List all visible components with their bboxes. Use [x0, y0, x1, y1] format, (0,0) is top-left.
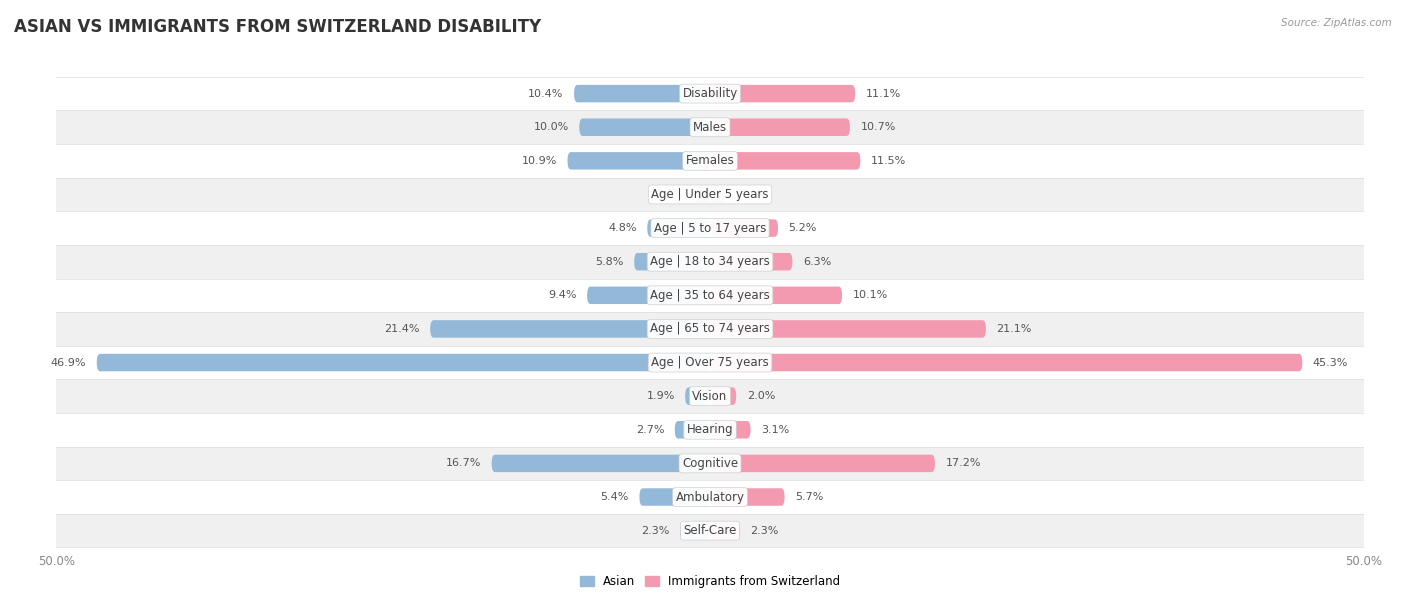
FancyBboxPatch shape [56, 514, 1364, 548]
Text: Age | 35 to 64 years: Age | 35 to 64 years [650, 289, 770, 302]
Text: Self-Care: Self-Care [683, 524, 737, 537]
Text: 1.1%: 1.1% [657, 190, 685, 200]
Text: 9.4%: 9.4% [548, 290, 576, 300]
Text: 10.1%: 10.1% [852, 290, 887, 300]
Text: 17.2%: 17.2% [945, 458, 981, 468]
FancyBboxPatch shape [97, 354, 710, 371]
FancyBboxPatch shape [640, 488, 710, 506]
Text: 2.7%: 2.7% [636, 425, 664, 435]
Text: Age | 5 to 17 years: Age | 5 to 17 years [654, 222, 766, 234]
Text: 2.3%: 2.3% [641, 526, 669, 536]
FancyBboxPatch shape [681, 522, 710, 539]
FancyBboxPatch shape [56, 76, 1364, 110]
Text: 2.0%: 2.0% [747, 391, 775, 401]
FancyBboxPatch shape [634, 253, 710, 271]
Text: 11.1%: 11.1% [866, 89, 901, 99]
FancyBboxPatch shape [710, 219, 778, 237]
FancyBboxPatch shape [647, 219, 710, 237]
Text: 1.1%: 1.1% [735, 190, 763, 200]
FancyBboxPatch shape [710, 354, 1302, 371]
FancyBboxPatch shape [56, 379, 1364, 413]
Text: Age | 65 to 74 years: Age | 65 to 74 years [650, 323, 770, 335]
Text: Disability: Disability [682, 87, 738, 100]
FancyBboxPatch shape [710, 488, 785, 506]
Text: 1.9%: 1.9% [647, 391, 675, 401]
Text: Age | Under 5 years: Age | Under 5 years [651, 188, 769, 201]
FancyBboxPatch shape [579, 119, 710, 136]
Text: Age | Over 75 years: Age | Over 75 years [651, 356, 769, 369]
FancyBboxPatch shape [56, 245, 1364, 278]
Text: Age | 18 to 34 years: Age | 18 to 34 years [650, 255, 770, 268]
FancyBboxPatch shape [588, 286, 710, 304]
Text: 3.1%: 3.1% [761, 425, 789, 435]
Text: 16.7%: 16.7% [446, 458, 481, 468]
FancyBboxPatch shape [574, 85, 710, 102]
FancyBboxPatch shape [710, 152, 860, 170]
FancyBboxPatch shape [675, 421, 710, 439]
FancyBboxPatch shape [710, 185, 724, 203]
Text: 11.5%: 11.5% [870, 156, 905, 166]
FancyBboxPatch shape [56, 144, 1364, 177]
FancyBboxPatch shape [56, 312, 1364, 346]
Text: Vision: Vision [692, 390, 728, 403]
FancyBboxPatch shape [430, 320, 710, 338]
Text: 5.7%: 5.7% [794, 492, 824, 502]
Text: ASIAN VS IMMIGRANTS FROM SWITZERLAND DISABILITY: ASIAN VS IMMIGRANTS FROM SWITZERLAND DIS… [14, 18, 541, 36]
Text: Males: Males [693, 121, 727, 134]
FancyBboxPatch shape [56, 278, 1364, 312]
Text: 2.3%: 2.3% [751, 526, 779, 536]
FancyBboxPatch shape [56, 110, 1364, 144]
FancyBboxPatch shape [710, 320, 986, 338]
FancyBboxPatch shape [56, 346, 1364, 379]
FancyBboxPatch shape [710, 421, 751, 439]
Text: Cognitive: Cognitive [682, 457, 738, 470]
Text: 5.8%: 5.8% [595, 256, 624, 267]
Text: 21.1%: 21.1% [997, 324, 1032, 334]
Text: 10.0%: 10.0% [533, 122, 569, 132]
Text: 10.7%: 10.7% [860, 122, 896, 132]
Text: 46.9%: 46.9% [51, 357, 86, 368]
FancyBboxPatch shape [710, 387, 737, 405]
FancyBboxPatch shape [710, 522, 740, 539]
Legend: Asian, Immigrants from Switzerland: Asian, Immigrants from Switzerland [575, 570, 845, 592]
FancyBboxPatch shape [710, 119, 851, 136]
FancyBboxPatch shape [568, 152, 710, 170]
FancyBboxPatch shape [56, 413, 1364, 447]
Text: Source: ZipAtlas.com: Source: ZipAtlas.com [1281, 18, 1392, 28]
Text: 10.9%: 10.9% [522, 156, 557, 166]
Text: 45.3%: 45.3% [1313, 357, 1348, 368]
FancyBboxPatch shape [696, 185, 710, 203]
Text: Hearing: Hearing [686, 424, 734, 436]
Text: 10.4%: 10.4% [529, 89, 564, 99]
Text: 21.4%: 21.4% [384, 324, 420, 334]
FancyBboxPatch shape [710, 455, 935, 472]
FancyBboxPatch shape [492, 455, 710, 472]
Text: 4.8%: 4.8% [609, 223, 637, 233]
FancyBboxPatch shape [710, 85, 855, 102]
FancyBboxPatch shape [685, 387, 710, 405]
Text: 5.2%: 5.2% [789, 223, 817, 233]
Text: 6.3%: 6.3% [803, 256, 831, 267]
Text: Females: Females [686, 154, 734, 167]
FancyBboxPatch shape [56, 480, 1364, 514]
Text: 5.4%: 5.4% [600, 492, 628, 502]
FancyBboxPatch shape [56, 177, 1364, 211]
FancyBboxPatch shape [710, 253, 793, 271]
FancyBboxPatch shape [710, 286, 842, 304]
FancyBboxPatch shape [56, 211, 1364, 245]
Text: Ambulatory: Ambulatory [675, 490, 745, 504]
FancyBboxPatch shape [56, 447, 1364, 480]
